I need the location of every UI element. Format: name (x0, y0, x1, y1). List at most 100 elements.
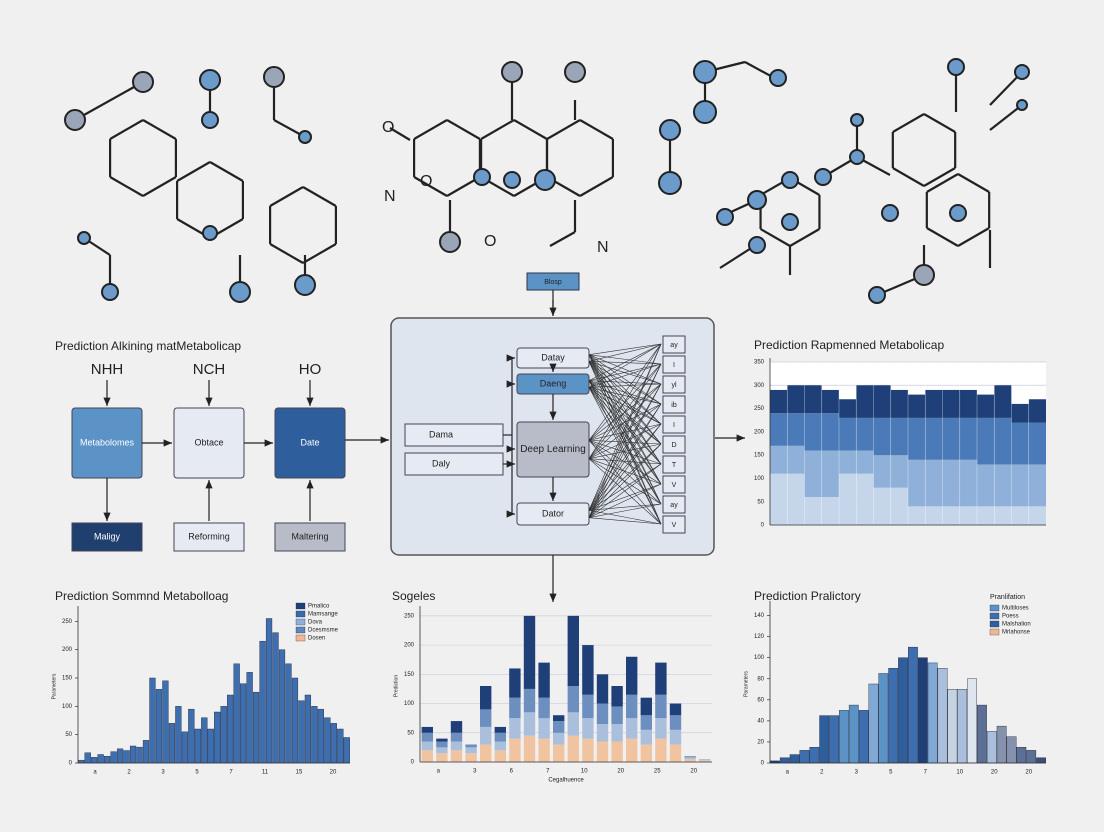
bar (291, 677, 299, 764)
bar-segment (856, 473, 874, 525)
y-tick-label: 250 (62, 619, 73, 625)
connector (588, 423, 662, 518)
bar (337, 728, 344, 764)
output-label: ay (670, 502, 678, 509)
connector (588, 517, 662, 525)
bond (269, 186, 304, 207)
y-tick-label: 0 (411, 760, 415, 766)
chart-title: Prediction Pralictory (754, 589, 861, 603)
connector (588, 387, 662, 425)
bar-segment (582, 645, 594, 695)
bond (789, 228, 820, 247)
connector (588, 443, 662, 518)
bar (285, 663, 292, 764)
bar-segment (480, 726, 492, 745)
bar-segment (684, 757, 696, 760)
node-box (516, 502, 590, 526)
bar (829, 715, 839, 764)
bar-segment (611, 741, 623, 762)
bar-segment (942, 389, 960, 418)
bar-segment (925, 417, 943, 460)
bar-segment (804, 413, 822, 451)
bar (201, 717, 208, 764)
bar-segment (611, 706, 623, 724)
bar-segment (839, 450, 857, 474)
x-tick-label: 7 (546, 769, 550, 775)
atom-label: O (420, 173, 432, 190)
bar-segment (669, 729, 682, 745)
connector (588, 354, 662, 385)
atom (201, 111, 219, 129)
connector (588, 443, 662, 511)
bond (579, 176, 614, 197)
process-label: Metabolomes (80, 437, 135, 447)
x-tick-label: 5 (889, 770, 893, 776)
bar-segment (908, 417, 926, 460)
bar (259, 640, 266, 764)
input-box (404, 452, 504, 476)
x-tick-label: 10 (581, 769, 588, 775)
bar-segment (994, 385, 1012, 418)
bar (858, 710, 869, 764)
legend-swatch (295, 626, 306, 634)
bar-segment (839, 399, 857, 418)
bar-segment (450, 732, 463, 742)
bar-segment (640, 729, 652, 745)
x-tick-label: 3 (473, 769, 477, 775)
bar-segment (804, 450, 822, 498)
bar-segment (890, 389, 908, 418)
sub-box (173, 522, 245, 552)
bar-segment (509, 668, 521, 698)
output-label: V (672, 482, 677, 489)
atom (658, 171, 682, 195)
output-label: ay (670, 342, 678, 349)
bond (957, 173, 990, 193)
bar (324, 717, 331, 764)
atom-label: O (382, 119, 394, 136)
bar-segment (994, 417, 1012, 465)
bond (926, 227, 959, 247)
atom-label: N (597, 239, 609, 256)
x-tick-label: 7 (229, 770, 233, 776)
bar-segment (582, 694, 594, 719)
bar-segment (942, 506, 960, 525)
atom (849, 149, 865, 165)
bar-segment (1011, 464, 1029, 507)
bar-segment (567, 686, 579, 713)
atom (716, 208, 734, 226)
y-tick-label: 50 (65, 732, 72, 738)
atom (202, 225, 218, 241)
sub-label: Maltering (291, 531, 328, 541)
atom (534, 169, 556, 191)
bar-segment (582, 718, 594, 739)
bar-segment (856, 417, 874, 451)
bar-segment (626, 738, 638, 762)
atom (769, 69, 787, 87)
bar (304, 694, 312, 764)
node-label: Dator (542, 508, 564, 518)
bar-segment (450, 741, 463, 751)
bond (513, 119, 548, 140)
top-label: Blosp (544, 279, 562, 286)
bar-segment (908, 459, 926, 507)
input-label: Dama (429, 429, 453, 439)
y-tick-label: 100 (754, 655, 765, 661)
bar-segment (640, 744, 652, 762)
bar (343, 737, 350, 764)
y-tick-label: 100 (404, 701, 415, 707)
atom (747, 190, 767, 210)
connector (588, 387, 662, 505)
bar-segment (523, 735, 536, 762)
atom (132, 71, 154, 93)
bar-segment (626, 694, 638, 719)
bar (917, 657, 928, 764)
bar-segment (421, 726, 433, 733)
legend-label: Malshalion (1002, 622, 1031, 628)
y-tick-label: 40 (757, 718, 764, 724)
bar-segment (567, 735, 579, 762)
output-box (662, 375, 686, 394)
output-box (662, 395, 686, 414)
x-tick-label: 20 (1025, 770, 1032, 776)
bar (123, 750, 130, 764)
atom (501, 61, 523, 83)
